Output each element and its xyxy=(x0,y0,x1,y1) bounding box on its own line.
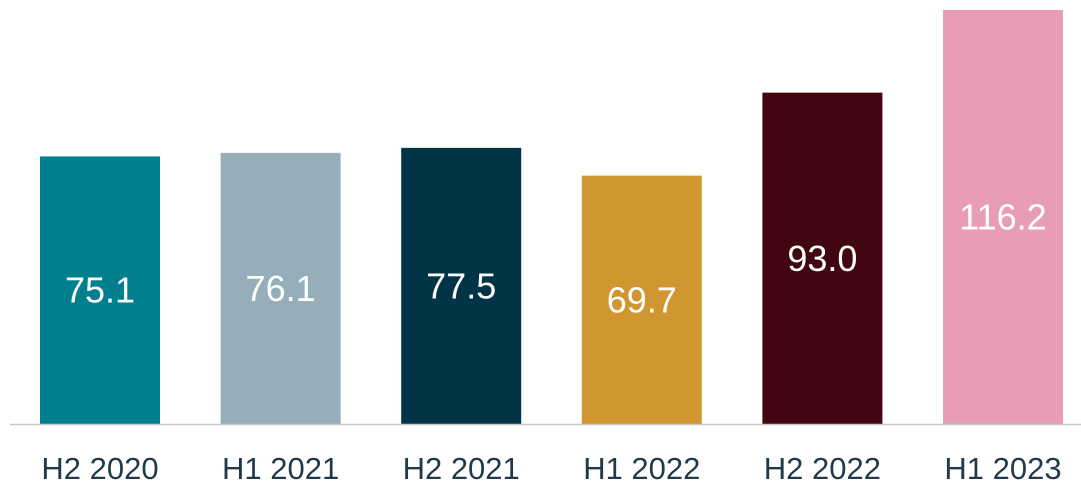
bar xyxy=(581,175,702,424)
x-tick-label: H1 2022 xyxy=(583,451,700,486)
value-label: 116.2 xyxy=(959,197,1046,238)
value-label: 93.0 xyxy=(787,238,857,279)
bar xyxy=(401,147,522,425)
bar xyxy=(40,156,160,424)
value-label: 75.1 xyxy=(65,270,135,311)
bar xyxy=(762,92,883,425)
bar xyxy=(943,10,1063,424)
value-label: 69.7 xyxy=(607,279,677,320)
value-label: 76.1 xyxy=(246,268,316,309)
x-tick-label: H2 2022 xyxy=(764,451,881,486)
x-tick-label: H2 2021 xyxy=(403,451,520,486)
x-tick-label: H1 2023 xyxy=(944,451,1061,486)
x-tick-label: H1 2021 xyxy=(222,451,339,486)
value-label: 77.5 xyxy=(426,265,496,306)
x-tick-label: H2 2020 xyxy=(41,451,158,486)
bar xyxy=(220,152,341,424)
